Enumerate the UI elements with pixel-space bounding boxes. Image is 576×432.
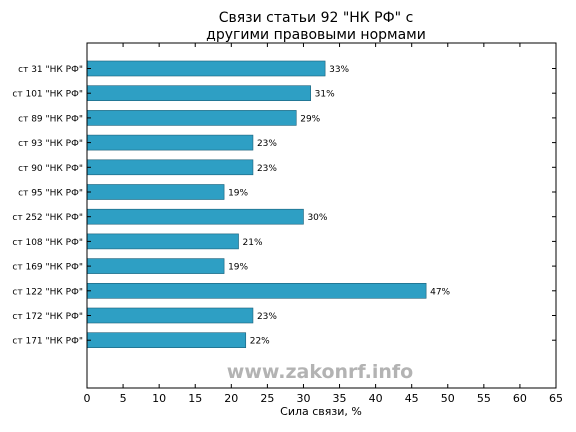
value-label-2: 29% [300,114,320,124]
category-label-0: ст 31 "НК РФ" [18,65,83,75]
x-tick-label-3: 15 [188,392,202,405]
bar-3 [86,134,254,151]
x-tick-label-0: 0 [84,392,91,405]
x-tick-label-1: 5 [120,392,127,405]
value-label-11: 22% [250,337,270,347]
x-tick-label-7: 35 [333,392,347,405]
x-tick-label-11: 55 [477,392,491,405]
watermark-text: www.zakonrf.info [227,361,413,383]
category-label-2: ст 89 "НК РФ" [18,114,83,124]
x-tick-label-4: 20 [224,392,238,405]
value-label-4: 23% [257,164,277,174]
value-label-7: 21% [243,238,263,248]
bar-11 [86,332,247,349]
bar-7 [86,233,239,250]
category-labels: ст 31 "НК РФ" ст 101 "НК РФ" ст 89 "НК РФ"… [12,65,83,347]
x-tick-label-2: 10 [152,392,166,405]
bar-1 [86,85,311,101]
bars-group [86,60,427,349]
category-label-8: ст 169 "НК РФ" [12,263,83,273]
x-axis-label: Сила связи, % [280,405,362,418]
category-label-7: ст 108 "НК РФ" [12,238,83,248]
value-label-0: 33% [329,65,349,75]
x-axis-ticks: 0 5 10 15 20 25 30 35 40 45 50 55 60 65 [84,43,563,405]
x-tick-label-10: 50 [441,392,455,405]
value-label-3: 23% [257,139,277,149]
bar-10 [86,307,254,324]
x-tick-label-13: 65 [549,392,563,405]
category-label-5: ст 95 "НК РФ" [18,189,83,199]
category-label-1: ст 101 "НК РФ" [12,90,83,100]
category-label-9: ст 122 "НК РФ" [12,287,83,297]
bar-9 [86,282,427,299]
category-label-4: ст 90 "НК РФ" [18,164,83,174]
x-tick-label-9: 45 [405,392,419,405]
value-labels: 33% 31% 29% 23% 23% 19% 30% 21% 19% 47% 23% 22% [228,65,450,347]
value-label-1: 31% [315,90,335,100]
value-label-8: 19% [228,263,248,273]
x-tick-label-5: 25 [260,392,274,405]
category-label-3: ст 93 "НК РФ" [18,139,83,149]
chart-title-line-1: Связи статьи 92 "НК РФ" с [219,10,414,26]
value-label-10: 23% [257,312,277,322]
x-tick-label-6: 30 [296,392,310,405]
bar-8 [86,258,225,274]
x-tick-label-8: 40 [369,392,383,405]
value-label-6: 30% [307,213,327,223]
category-label-6: ст 252 "НК РФ" [12,213,83,223]
category-label-10: ст 172 "НК РФ" [12,312,83,322]
value-label-9: 47% [430,287,450,297]
category-label-11: ст 171 "НК РФ" [12,337,83,347]
chart-title-line-2: другими правовыми нормами [206,27,426,43]
bar-5 [86,184,225,200]
bar-4 [86,159,254,176]
x-tick-label-12: 60 [513,392,527,405]
bar-0 [86,60,326,77]
bar-6 [86,208,304,225]
value-label-5: 19% [228,189,248,199]
plot-frame [86,42,557,389]
bar-2 [86,110,297,126]
